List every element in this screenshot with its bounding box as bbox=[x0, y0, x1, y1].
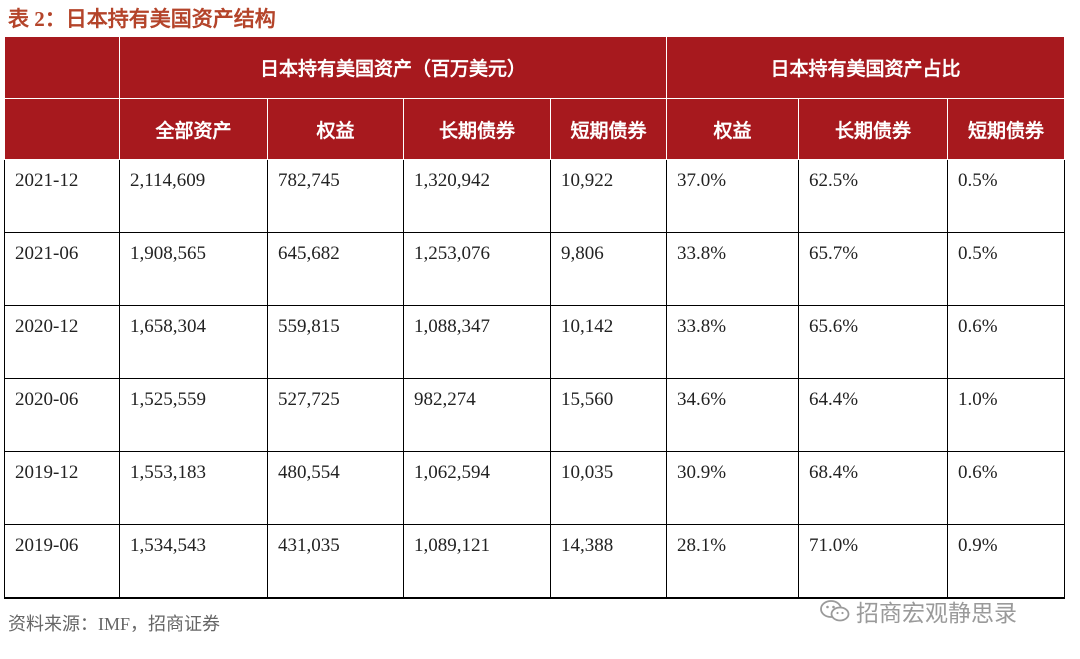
corner-header bbox=[4, 36, 120, 99]
cell-equity-share: 28.1% bbox=[666, 524, 800, 598]
cell-equity: 559,815 bbox=[267, 305, 404, 379]
cell-equity: 645,682 bbox=[267, 232, 404, 306]
cell-long-bond: 1,089,121 bbox=[403, 524, 551, 598]
cell-date: 2021-12 bbox=[4, 159, 120, 233]
cell-equity: 431,035 bbox=[267, 524, 404, 598]
sub-header-long-bond: 长期债券 bbox=[403, 98, 551, 160]
cell-short-bond: 10,035 bbox=[549, 451, 668, 525]
cell-total: 1,553,183 bbox=[119, 451, 268, 525]
table-row: 2019-12 1,553,183 480,554 1,062,594 10,0… bbox=[4, 451, 1066, 525]
table-row: 2020-06 1,525,559 527,725 982,274 15,560… bbox=[4, 378, 1066, 452]
cell-long-bond-share: 65.6% bbox=[798, 305, 949, 379]
cell-short-bond-share: 0.5% bbox=[947, 159, 1066, 233]
cell-total: 1,908,565 bbox=[119, 232, 268, 306]
cell-long-bond-share: 64.4% bbox=[798, 378, 949, 452]
watermark-text: 招商宏观静思录 bbox=[856, 601, 1017, 627]
sub-header-row: 全部资产 权益 长期债券 短期债券 权益 长期债券 短期债券 bbox=[4, 98, 1066, 160]
sub-header-short-bond: 短期债券 bbox=[549, 98, 668, 160]
sub-header-total: 全部资产 bbox=[119, 98, 268, 160]
cell-total: 1,525,559 bbox=[119, 378, 268, 452]
cell-equity-share: 33.8% bbox=[666, 232, 800, 306]
cell-equity-share: 33.8% bbox=[666, 305, 800, 379]
cell-equity: 527,725 bbox=[267, 378, 404, 452]
group-header-amount: 日本持有美国资产（百万美元） bbox=[118, 36, 668, 99]
sub-header-equity-share: 权益 bbox=[666, 98, 800, 160]
cell-long-bond-share: 62.5% bbox=[798, 159, 949, 233]
cell-short-bond: 9,806 bbox=[549, 232, 668, 306]
sub-header-short-bond-share: 短期债券 bbox=[947, 98, 1066, 160]
corner-header-lower bbox=[4, 98, 120, 160]
cell-short-bond: 15,560 bbox=[549, 378, 668, 452]
cell-date: 2019-06 bbox=[4, 524, 120, 598]
cell-equity-share: 30.9% bbox=[666, 451, 800, 525]
watermark: 招商宏观静思录 bbox=[820, 594, 1017, 628]
wechat-icon bbox=[820, 600, 850, 622]
cell-long-bond-share: 71.0% bbox=[798, 524, 949, 598]
cell-long-bond: 1,088,347 bbox=[403, 305, 551, 379]
cell-short-bond-share: 0.5% bbox=[947, 232, 1066, 306]
cell-date: 2019-12 bbox=[4, 451, 120, 525]
table-row: 2020-12 1,658,304 559,815 1,088,347 10,1… bbox=[4, 305, 1066, 379]
cell-equity: 480,554 bbox=[267, 451, 404, 525]
sub-header-equity: 权益 bbox=[267, 98, 404, 160]
cell-total: 1,534,543 bbox=[119, 524, 268, 598]
table-title: 表 2：日本持有美国资产结构 bbox=[8, 7, 276, 31]
cell-short-bond: 10,922 bbox=[549, 159, 668, 233]
group-header-share: 日本持有美国资产占比 bbox=[666, 36, 1066, 99]
sub-header-long-bond-share: 长期债券 bbox=[798, 98, 949, 160]
cell-short-bond: 14,388 bbox=[549, 524, 668, 598]
cell-long-bond: 982,274 bbox=[403, 378, 551, 452]
cell-short-bond-share: 0.6% bbox=[947, 305, 1066, 379]
cell-long-bond-share: 68.4% bbox=[798, 451, 949, 525]
source-note: 资料来源：IMF，招商证券 bbox=[8, 614, 221, 634]
cell-equity: 782,745 bbox=[267, 159, 404, 233]
cell-date: 2020-12 bbox=[4, 305, 120, 379]
cell-date: 2021-06 bbox=[4, 232, 120, 306]
cell-short-bond-share: 0.6% bbox=[947, 451, 1066, 525]
cell-short-bond-share: 1.0% bbox=[947, 378, 1066, 452]
cell-short-bond-share: 0.9% bbox=[947, 524, 1066, 598]
table-row: 2021-06 1,908,565 645,682 1,253,076 9,80… bbox=[4, 232, 1066, 306]
cell-equity-share: 34.6% bbox=[666, 378, 800, 452]
cell-long-bond: 1,320,942 bbox=[403, 159, 551, 233]
cell-equity-share: 37.0% bbox=[666, 159, 800, 233]
cell-date: 2020-06 bbox=[4, 378, 120, 452]
group-header-row: 日本持有美国资产（百万美元） 日本持有美国资产占比 bbox=[4, 36, 1066, 99]
asset-structure-table: 日本持有美国资产（百万美元） 日本持有美国资产占比 全部资产 权益 长期债券 短… bbox=[4, 36, 1066, 599]
table-row: 2019-06 1,534,543 431,035 1,089,121 14,3… bbox=[4, 524, 1066, 598]
cell-total: 2,114,609 bbox=[119, 159, 268, 233]
cell-short-bond: 10,142 bbox=[549, 305, 668, 379]
cell-long-bond: 1,062,594 bbox=[403, 451, 551, 525]
cell-long-bond: 1,253,076 bbox=[403, 232, 551, 306]
table-row: 2021-12 2,114,609 782,745 1,320,942 10,9… bbox=[4, 159, 1066, 233]
cell-long-bond-share: 65.7% bbox=[798, 232, 949, 306]
cell-total: 1,658,304 bbox=[119, 305, 268, 379]
